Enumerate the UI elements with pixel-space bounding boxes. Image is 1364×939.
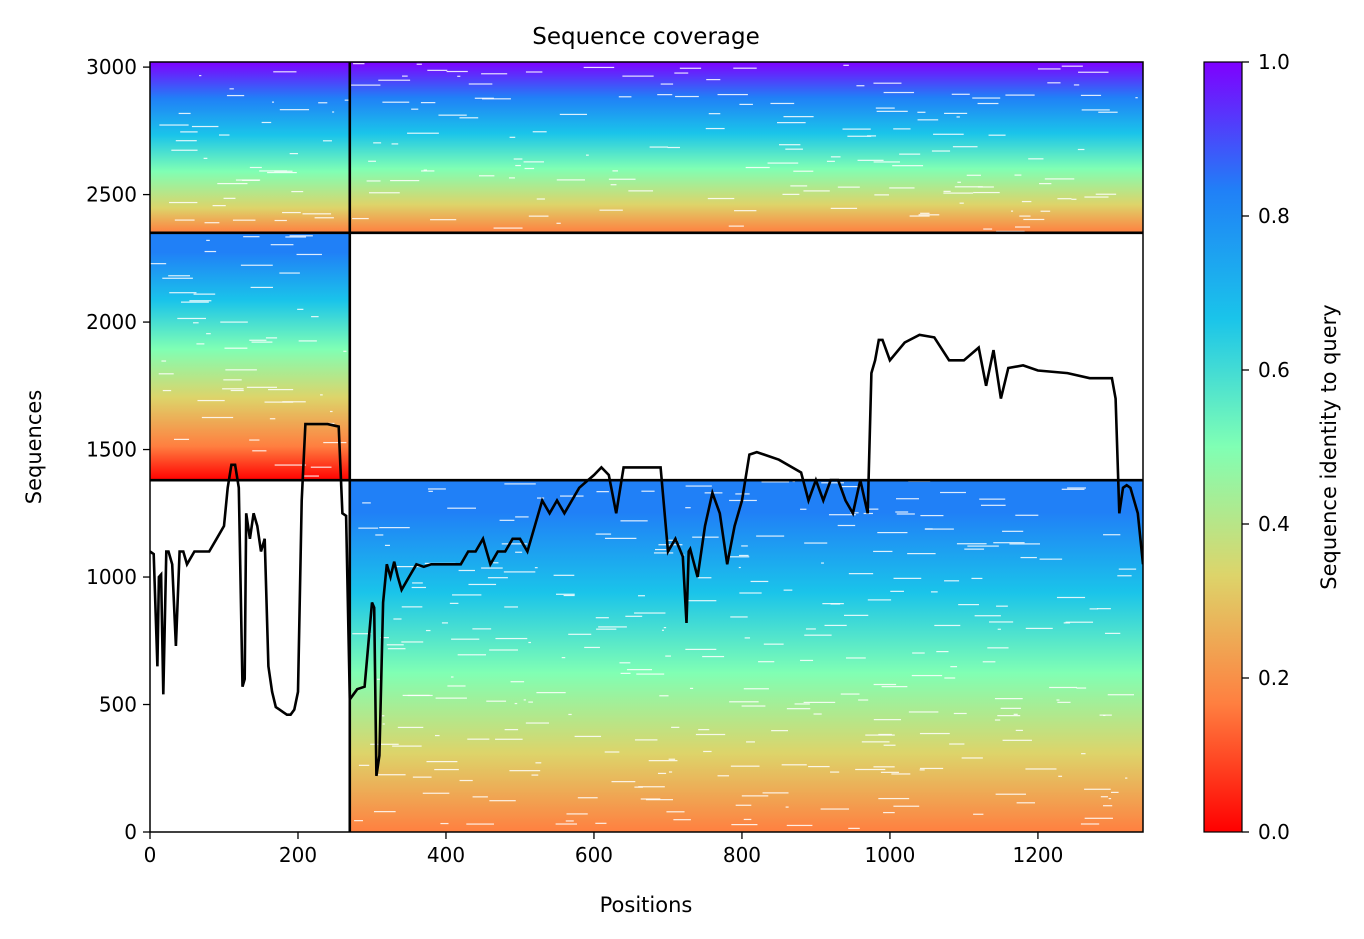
heatmap-blocks bbox=[150, 62, 1143, 832]
colorbar-tick-label: 0.8 bbox=[1258, 204, 1290, 228]
y-tick-label: 1000 bbox=[86, 565, 137, 589]
colorbar-tick-label: 0.4 bbox=[1258, 512, 1290, 536]
y-tick-label: 1500 bbox=[86, 438, 137, 462]
colorbar-gradient bbox=[1203, 61, 1243, 833]
heatmap-block bbox=[150, 62, 350, 233]
x-axis-label: Positions bbox=[600, 893, 693, 917]
heatmap-block bbox=[150, 232, 350, 481]
y-axis-label: Sequences bbox=[22, 390, 46, 505]
y-tick-label: 3000 bbox=[86, 55, 137, 79]
y-tick-label: 2000 bbox=[86, 310, 137, 334]
y-tick-label: 500 bbox=[99, 693, 137, 717]
colorbar-label: Sequence identity to query bbox=[1317, 304, 1341, 589]
plot-area bbox=[149, 61, 1144, 833]
coverage-gaps bbox=[150, 63, 1138, 832]
heatmap-block bbox=[349, 62, 1143, 233]
y-axis: 0 500 1000 1500 2000 2500 3000 bbox=[86, 55, 150, 844]
colorbar-ticks: 0.0 0.2 0.4 0.6 0.8 1.0 bbox=[1242, 50, 1290, 844]
x-tick-label: 0 bbox=[144, 843, 157, 867]
colorbar-tick-label: 0.2 bbox=[1258, 666, 1290, 690]
x-tick-label: 200 bbox=[279, 843, 317, 867]
coverage-line bbox=[150, 333, 1143, 777]
x-axis: 0 200 400 600 800 1000 1200 bbox=[144, 832, 1063, 867]
colorbar: 0.0 0.2 0.4 0.6 0.8 1.0 Sequence identity to … bbox=[1203, 50, 1341, 844]
y-tick-label: 2500 bbox=[86, 183, 137, 207]
x-tick-label: 800 bbox=[723, 843, 761, 867]
heatmap-block bbox=[349, 480, 1143, 832]
colorbar-tick-label: 0.0 bbox=[1258, 820, 1290, 844]
chain-boundaries bbox=[150, 62, 1143, 832]
x-tick-label: 1200 bbox=[1012, 843, 1063, 867]
chart-title: Sequence coverage bbox=[532, 24, 760, 50]
x-tick-label: 400 bbox=[427, 843, 465, 867]
colorbar-tick-label: 1.0 bbox=[1258, 50, 1290, 74]
colorbar-tick-label: 0.6 bbox=[1258, 358, 1290, 382]
plot-frame bbox=[149, 61, 1144, 833]
y-tick-label: 0 bbox=[124, 820, 137, 844]
x-tick-label: 1000 bbox=[864, 843, 915, 867]
x-tick-label: 600 bbox=[575, 843, 613, 867]
